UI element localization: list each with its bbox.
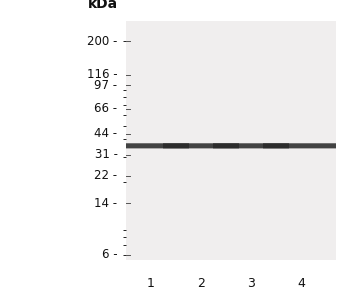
Text: 4: 4 xyxy=(297,277,305,290)
Text: 1: 1 xyxy=(147,277,155,290)
Text: 31 -: 31 - xyxy=(94,148,118,161)
FancyBboxPatch shape xyxy=(163,143,239,148)
Text: 66 -: 66 - xyxy=(94,102,118,115)
Text: 200 -: 200 - xyxy=(87,35,118,48)
FancyBboxPatch shape xyxy=(113,143,189,148)
Text: 22 -: 22 - xyxy=(94,169,118,182)
Text: kDa: kDa xyxy=(88,0,118,11)
FancyBboxPatch shape xyxy=(263,143,339,148)
FancyBboxPatch shape xyxy=(213,143,289,148)
Text: 6 -: 6 - xyxy=(102,248,118,261)
Text: 97 -: 97 - xyxy=(94,79,118,92)
Text: 3: 3 xyxy=(247,277,255,290)
Text: 14 -: 14 - xyxy=(94,197,118,210)
Text: 2: 2 xyxy=(197,277,205,290)
Text: 116 -: 116 - xyxy=(87,68,118,81)
Text: 44 -: 44 - xyxy=(94,127,118,140)
